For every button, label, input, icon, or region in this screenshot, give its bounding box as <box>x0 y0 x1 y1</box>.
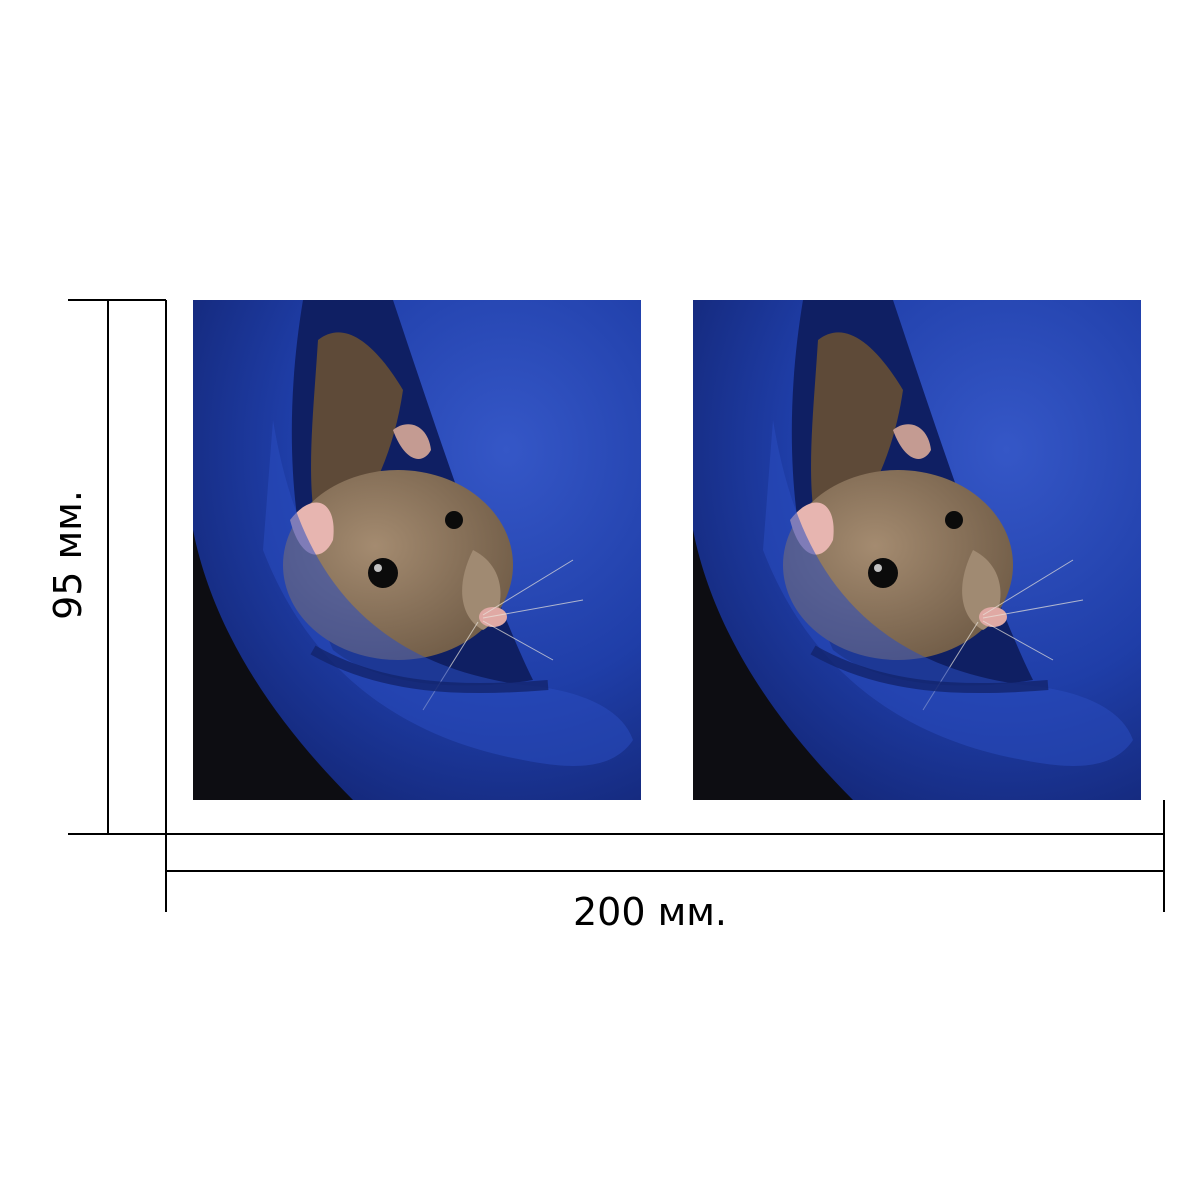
rat-in-pocket-image <box>193 300 641 800</box>
height-dimension-top-tick <box>68 299 166 301</box>
height-dimension-label: 95 мм. <box>46 490 90 620</box>
width-dimension-label: 200 мм. <box>572 890 728 934</box>
photo-panel-right <box>693 300 1141 800</box>
width-dimension-top-line <box>165 833 1165 835</box>
height-dimension-right-line <box>165 300 167 835</box>
height-dimension-left-line <box>107 300 109 835</box>
photo-panel-left <box>193 300 641 800</box>
height-dimension-bottom-tick <box>68 833 166 835</box>
width-dimension-left-tick <box>165 800 167 912</box>
width-dimension-right-tick <box>1163 800 1165 912</box>
width-dimension-bottom-line <box>165 870 1165 872</box>
rat-in-pocket-image <box>693 300 1141 800</box>
